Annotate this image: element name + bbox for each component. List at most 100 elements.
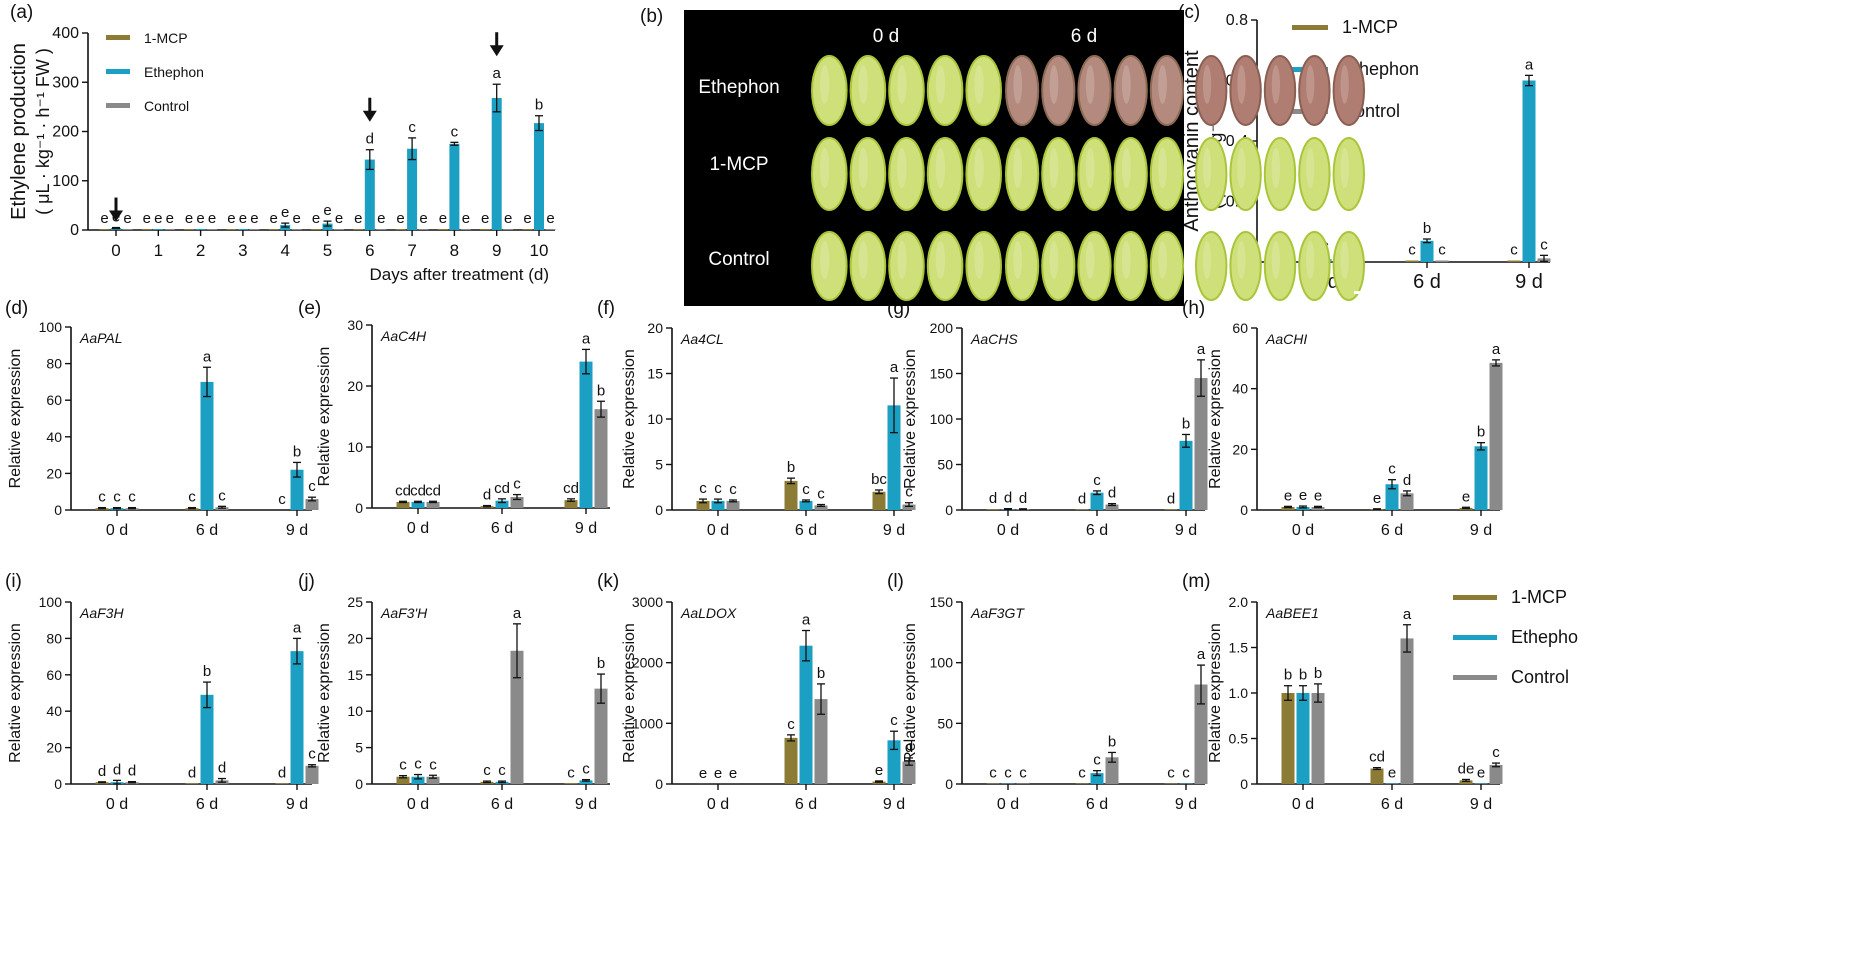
bar-ethephon bbox=[449, 143, 460, 230]
gene-name: AaF3GT bbox=[970, 605, 1025, 621]
significance-letter: c bbox=[429, 756, 437, 773]
significance-letter: b bbox=[1299, 667, 1307, 684]
fruit bbox=[1077, 231, 1112, 301]
fruit-highlight bbox=[1013, 240, 1023, 280]
significance-letter: e bbox=[1314, 487, 1322, 504]
fruit-highlight bbox=[858, 65, 868, 104]
fruit bbox=[1332, 231, 1366, 301]
significance-letter: de bbox=[1458, 760, 1475, 777]
significance-letter: c bbox=[188, 489, 196, 506]
arrow-icon-head bbox=[489, 45, 504, 57]
x-tick-label: 9 d bbox=[1175, 522, 1197, 539]
legend-swatch bbox=[1292, 25, 1328, 30]
significance-letter: d bbox=[905, 739, 913, 756]
fruit bbox=[888, 55, 925, 126]
bar-ethephon bbox=[322, 223, 333, 230]
bar-1-mcp bbox=[275, 783, 289, 784]
significance-letter: e bbox=[546, 210, 554, 227]
fruit-highlight bbox=[1202, 240, 1212, 280]
x-tick-label: 5 bbox=[323, 241, 332, 260]
fruit-highlight bbox=[974, 65, 984, 104]
photo-col-label-9d: 9 d bbox=[1259, 26, 1285, 47]
fruit bbox=[1298, 137, 1331, 211]
bar-ethephon bbox=[799, 500, 813, 510]
legend-label: 1-MCP bbox=[1342, 17, 1398, 37]
bar-ethephon bbox=[153, 229, 164, 230]
fruit bbox=[1263, 55, 1297, 126]
y-tick-label: 40 bbox=[46, 703, 62, 719]
bar-control bbox=[1489, 764, 1503, 784]
significance-letter: b bbox=[203, 663, 211, 680]
legend-swatch bbox=[1453, 675, 1497, 680]
fruit-highlight bbox=[1237, 147, 1246, 189]
bar-ethephon bbox=[534, 123, 544, 230]
significance-letter: e bbox=[377, 210, 385, 227]
fruit-highlight bbox=[1049, 65, 1059, 104]
significance-letter: c bbox=[113, 489, 121, 506]
y-tick-label: 100 bbox=[39, 594, 63, 610]
x-tick-label: 6 d bbox=[795, 796, 817, 813]
x-tick-label: 0 d bbox=[1292, 796, 1314, 813]
bar-control bbox=[1105, 504, 1119, 510]
significance-letter: c bbox=[1510, 241, 1518, 258]
panel-label-e: (e) bbox=[298, 298, 321, 319]
fruit-grid bbox=[811, 55, 1366, 301]
y-axis-label: Relative expression bbox=[1207, 623, 1224, 763]
significance-letter: a bbox=[293, 619, 302, 636]
significance-letter: b bbox=[787, 459, 795, 476]
bar-1-mcp bbox=[395, 229, 406, 230]
significance-letter: e bbox=[729, 765, 737, 782]
significance-letter: c bbox=[817, 486, 825, 503]
photo-row-label-ethephon: Ethephon bbox=[698, 77, 779, 98]
gene-name: AaLDOX bbox=[680, 605, 737, 621]
panel-label-l: (l) bbox=[887, 571, 904, 592]
bar-1-mcp bbox=[1405, 260, 1419, 262]
significance-letter: c bbox=[905, 484, 913, 501]
y-tick-label: 5 bbox=[655, 457, 663, 473]
significance-letter: e bbox=[1477, 765, 1485, 782]
significance-letter: d bbox=[218, 760, 226, 777]
bar-1-mcp bbox=[141, 229, 152, 230]
significance-letter: c bbox=[1388, 461, 1396, 478]
bar-1-mcp bbox=[99, 229, 110, 230]
fruit bbox=[926, 231, 964, 301]
bar-ethephon bbox=[195, 229, 206, 230]
y-tick-label: 0 bbox=[1240, 502, 1248, 518]
bar-control bbox=[510, 650, 524, 784]
gene-name: AaF3H bbox=[79, 605, 124, 621]
bar-control bbox=[334, 229, 344, 230]
y-tick-label: 0 bbox=[655, 776, 663, 792]
fruit-highlight bbox=[974, 240, 984, 280]
gene-name: Aa4CL bbox=[680, 331, 724, 347]
significance-letter: a bbox=[513, 605, 522, 622]
bar-1-mcp bbox=[437, 229, 448, 230]
legend-swatch bbox=[1453, 595, 1497, 600]
x-tick-label: 6 d bbox=[1413, 271, 1441, 293]
fruit bbox=[1229, 55, 1262, 126]
bar-ethephon bbox=[1522, 80, 1536, 262]
bar-ethephon bbox=[1296, 693, 1310, 784]
significance-letter: e bbox=[481, 210, 489, 227]
significance-letter: b bbox=[1182, 415, 1190, 432]
fruit bbox=[1077, 137, 1112, 211]
significance-letter: a bbox=[1492, 341, 1501, 358]
legend-label: 1-MCP bbox=[144, 30, 188, 46]
significance-letter: c bbox=[483, 762, 491, 779]
significance-letter: c bbox=[714, 480, 722, 497]
significance-letter: a bbox=[1197, 646, 1206, 663]
bar-ethephon bbox=[495, 500, 509, 508]
significance-letter: a bbox=[1525, 56, 1534, 73]
fruit bbox=[926, 55, 964, 126]
significance-letter: e bbox=[419, 210, 427, 227]
significance-letter: a bbox=[802, 612, 811, 629]
significance-letter: c bbox=[802, 481, 810, 498]
x-tick-label: 6 d bbox=[1381, 796, 1403, 813]
bar-ethephon bbox=[290, 651, 304, 784]
fruit bbox=[1149, 55, 1185, 126]
significance-letter: cd bbox=[563, 480, 579, 497]
significance-letter: c bbox=[451, 123, 459, 140]
y-tick-label: 100 bbox=[52, 173, 79, 190]
y-tick-label: 300 bbox=[52, 74, 79, 91]
significance-letter: a bbox=[890, 359, 899, 376]
